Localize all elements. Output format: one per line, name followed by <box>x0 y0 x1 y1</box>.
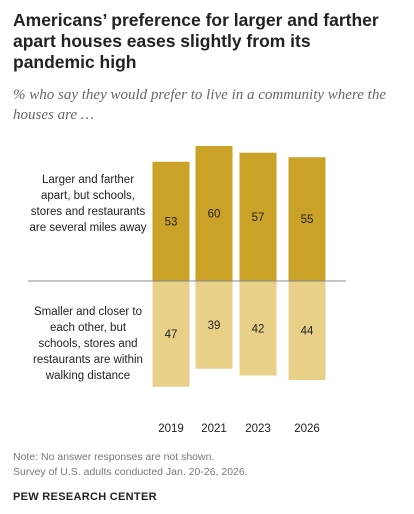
bar-larger-2023 <box>239 152 277 281</box>
chart-title: Americans’ preference for larger and far… <box>13 10 379 72</box>
x-tick-label-2021: 2021 <box>201 423 227 435</box>
bar-larger-2019 <box>152 161 190 281</box>
x-tick-label-2019: 2019 <box>158 423 184 435</box>
data-label-smaller-2019: 47 <box>165 329 178 341</box>
chart-subtitle: % who say they would prefer to live in a… <box>13 87 386 123</box>
data-label-larger-2021: 60 <box>208 209 221 221</box>
bar-smaller-2021 <box>195 281 233 369</box>
bar-smaller-2026 <box>288 281 326 380</box>
data-label-larger-2026: 55 <box>301 214 314 226</box>
data-label-larger-2023: 57 <box>252 212 265 224</box>
brand-footer: PEW RESEARCH CENTER <box>13 491 157 503</box>
bar-larger-2026 <box>288 157 326 281</box>
chart-note: Note: No answer responses are not shown. <box>13 451 215 463</box>
bar-larger-2021 <box>195 146 233 281</box>
bar-smaller-2019 <box>152 281 190 387</box>
data-label-larger-2019: 53 <box>165 216 178 228</box>
bar-smaller-2023 <box>239 281 277 376</box>
data-label-smaller-2021: 39 <box>208 320 221 332</box>
data-label-smaller-2026: 44 <box>301 326 314 338</box>
chart-source: Survey of U.S. adults conducted Jan. 20-… <box>13 466 248 478</box>
x-tick-label-2026: 2026 <box>294 423 320 435</box>
data-label-smaller-2023: 42 <box>252 323 265 335</box>
series-label-smaller: Smaller and closer to each other, but sc… <box>33 306 143 382</box>
x-tick-label-2023: 2023 <box>245 423 271 435</box>
series-label-larger: Larger and farther apart, but schools, s… <box>29 174 147 234</box>
